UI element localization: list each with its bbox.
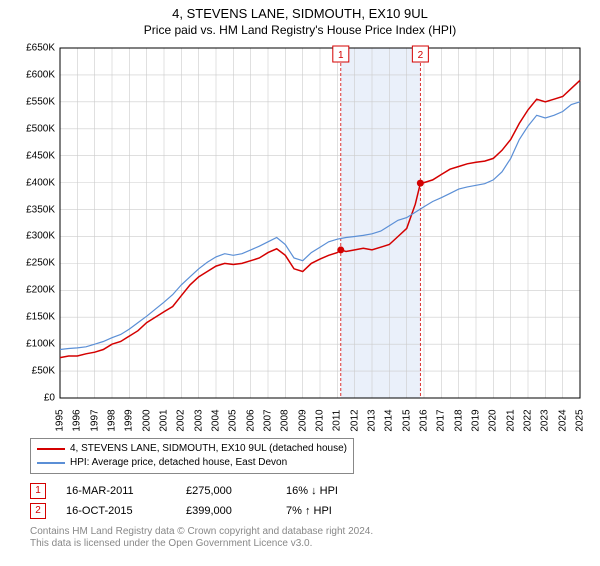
page: 4, STEVENS LANE, SIDMOUTH, EX10 9UL Pric…: [0, 6, 600, 566]
x-tick-label: 1997: [89, 409, 100, 431]
x-tick-label: 2010: [315, 409, 326, 431]
sale-price-1: £275,000: [186, 485, 266, 497]
x-tick-label: 1999: [124, 409, 135, 431]
y-tick-label: £50K: [5, 366, 55, 377]
x-tick-label: 2024: [557, 409, 568, 431]
legend-swatch-property: [37, 448, 65, 450]
chart-plot-area: 12 £0£50K£100K£150K£200K£250K£300K£350K£…: [60, 48, 580, 398]
sale-diff-1: 16% ↓ HPI: [286, 485, 366, 497]
legend: 4, STEVENS LANE, SIDMOUTH, EX10 9UL (det…: [30, 438, 354, 474]
x-tick-label: 2004: [211, 409, 222, 431]
x-tick-label: 2000: [141, 409, 152, 431]
y-tick-label: £650K: [5, 43, 55, 54]
x-tick-label: 1998: [107, 409, 118, 431]
x-tick-label: 2003: [193, 409, 204, 431]
footnote: Contains HM Land Registry data © Crown c…: [30, 526, 373, 550]
chart-svg: 12: [60, 48, 580, 398]
y-tick-label: £300K: [5, 231, 55, 242]
x-tick-label: 2013: [367, 409, 378, 431]
x-tick-label: 2015: [401, 409, 412, 431]
x-tick-label: 2020: [488, 409, 499, 431]
legend-item-hpi: HPI: Average price, detached house, East…: [37, 456, 347, 470]
legend-label-property: 4, STEVENS LANE, SIDMOUTH, EX10 9UL (det…: [70, 442, 347, 456]
sale-price-2: £399,000: [186, 505, 266, 517]
x-tick-label: 2005: [228, 409, 239, 431]
x-tick-label: 2022: [523, 409, 534, 431]
x-tick-label: 2016: [419, 409, 430, 431]
x-tick-label: 1995: [55, 409, 66, 431]
x-tick-label: 2012: [349, 409, 360, 431]
chart-title: 4, STEVENS LANE, SIDMOUTH, EX10 9UL: [0, 6, 600, 21]
y-tick-label: £600K: [5, 69, 55, 80]
sale-date-2: 16-OCT-2015: [66, 505, 166, 517]
sale-row-2: 2 16-OCT-2015 £399,000 7% ↑ HPI: [30, 501, 366, 521]
x-tick-label: 2025: [575, 409, 586, 431]
y-tick-label: £350K: [5, 204, 55, 215]
svg-text:2: 2: [418, 50, 424, 61]
x-tick-label: 2021: [505, 409, 516, 431]
sale-row-1: 1 16-MAR-2011 £275,000 16% ↓ HPI: [30, 481, 366, 501]
x-tick-label: 2001: [159, 409, 170, 431]
x-tick-label: 2011: [332, 410, 343, 432]
sale-date-1: 16-MAR-2011: [66, 485, 166, 497]
x-tick-label: 2002: [176, 409, 187, 431]
x-tick-label: 2014: [384, 409, 395, 431]
x-tick-label: 2009: [297, 409, 308, 431]
sales-table: 1 16-MAR-2011 £275,000 16% ↓ HPI 2 16-OC…: [30, 481, 366, 521]
sale-marker-1: 1: [30, 483, 46, 499]
chart-subtitle: Price paid vs. HM Land Registry's House …: [0, 23, 600, 37]
footnote-line-1: Contains HM Land Registry data © Crown c…: [30, 526, 373, 538]
x-tick-label: 2006: [245, 409, 256, 431]
sale-diff-2: 7% ↑ HPI: [286, 505, 366, 517]
x-tick-label: 2019: [471, 409, 482, 431]
y-tick-label: £0: [5, 393, 55, 404]
footnote-line-2: This data is licensed under the Open Gov…: [30, 538, 373, 550]
y-tick-label: £400K: [5, 177, 55, 188]
svg-text:1: 1: [338, 50, 344, 61]
y-tick-label: £550K: [5, 96, 55, 107]
x-tick-label: 2007: [263, 409, 274, 431]
x-tick-label: 2018: [453, 409, 464, 431]
x-tick-label: 2023: [540, 409, 551, 431]
y-tick-label: £150K: [5, 312, 55, 323]
x-tick-label: 1996: [72, 409, 83, 431]
x-tick-label: 2017: [436, 409, 447, 431]
y-tick-label: £100K: [5, 339, 55, 350]
legend-swatch-hpi: [37, 462, 65, 464]
y-tick-label: £250K: [5, 258, 55, 269]
y-tick-label: £500K: [5, 123, 55, 134]
legend-item-property: 4, STEVENS LANE, SIDMOUTH, EX10 9UL (det…: [37, 442, 347, 456]
sale-marker-2: 2: [30, 503, 46, 519]
y-tick-label: £200K: [5, 285, 55, 296]
x-tick-label: 2008: [280, 409, 291, 431]
legend-label-hpi: HPI: Average price, detached house, East…: [70, 456, 287, 470]
y-tick-label: £450K: [5, 150, 55, 161]
